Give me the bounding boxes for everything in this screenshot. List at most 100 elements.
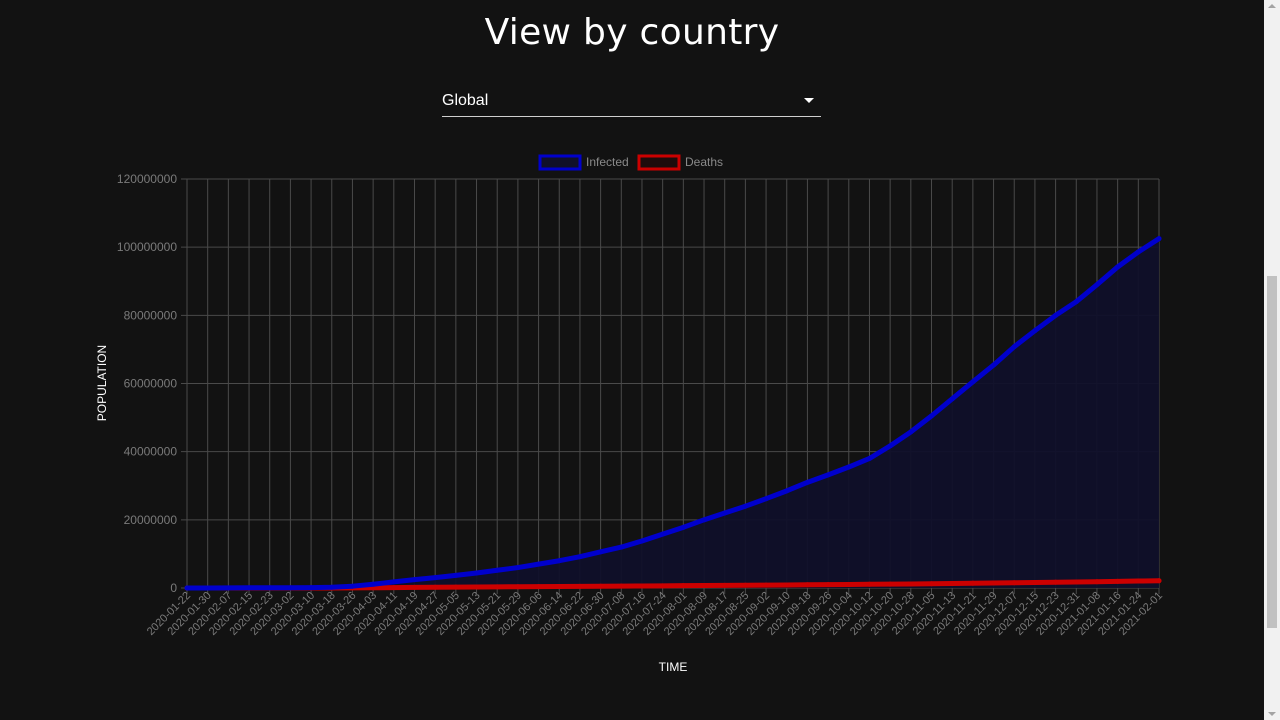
data-point-infected[interactable] (1115, 264, 1121, 270)
data-point-infected[interactable] (825, 472, 831, 478)
legend-label-deaths: Deaths (685, 155, 723, 169)
data-point-deaths[interactable] (1135, 578, 1141, 584)
data-point-deaths[interactable] (1032, 579, 1038, 585)
data-point-infected[interactable] (1032, 328, 1038, 334)
data-point-deaths[interactable] (556, 584, 562, 590)
y-tick-label: 40000000 (124, 445, 178, 459)
data-point-infected[interactable] (536, 561, 542, 567)
data-point-infected[interactable] (763, 496, 769, 502)
data-point-infected[interactable] (556, 558, 562, 564)
country-select[interactable]: Global (442, 86, 821, 117)
legend-item-infected[interactable]: Infected (538, 154, 629, 171)
data-point-deaths[interactable] (453, 584, 459, 590)
data-point-deaths[interactable] (722, 582, 728, 588)
scrollbar[interactable] (1264, 0, 1280, 720)
data-point-infected[interactable] (1073, 299, 1079, 305)
data-point-deaths[interactable] (411, 584, 417, 590)
data-point-infected[interactable] (866, 455, 872, 461)
data-point-deaths[interactable] (494, 584, 500, 590)
data-point-infected[interactable] (287, 585, 293, 591)
data-point-infected[interactable] (474, 570, 480, 576)
data-point-infected[interactable] (411, 577, 417, 583)
data-point-deaths[interactable] (680, 583, 686, 589)
data-point-deaths[interactable] (866, 581, 872, 587)
data-point-infected[interactable] (598, 549, 604, 555)
data-point-infected[interactable] (267, 585, 273, 591)
data-point-infected[interactable] (618, 544, 624, 550)
data-point-deaths[interactable] (763, 582, 769, 588)
data-point-deaths[interactable] (804, 582, 810, 588)
data-point-infected[interactable] (1135, 249, 1141, 255)
data-point-infected[interactable] (391, 579, 397, 585)
data-point-deaths[interactable] (970, 580, 976, 586)
data-point-deaths[interactable] (1073, 579, 1079, 585)
data-point-infected[interactable] (329, 584, 335, 590)
data-point-infected[interactable] (494, 567, 500, 573)
data-point-infected[interactable] (205, 585, 211, 591)
data-point-deaths[interactable] (618, 583, 624, 589)
data-point-infected[interactable] (432, 575, 438, 581)
data-point-infected[interactable] (349, 583, 355, 589)
data-point-infected[interactable] (370, 581, 376, 587)
data-point-deaths[interactable] (598, 583, 604, 589)
data-point-infected[interactable] (453, 572, 459, 578)
data-point-infected[interactable] (929, 413, 935, 419)
data-point-deaths[interactable] (391, 585, 397, 591)
data-point-deaths[interactable] (701, 583, 707, 589)
data-point-infected[interactable] (184, 585, 190, 591)
country-select-value: Global (442, 92, 489, 109)
data-point-deaths[interactable] (887, 581, 893, 587)
data-point-infected[interactable] (308, 585, 314, 591)
data-point-deaths[interactable] (846, 581, 852, 587)
data-point-deaths[interactable] (991, 580, 997, 586)
data-point-infected[interactable] (970, 379, 976, 385)
data-point-deaths[interactable] (825, 582, 831, 588)
data-point-infected[interactable] (660, 531, 666, 537)
data-point-infected[interactable] (1094, 282, 1100, 288)
data-point-deaths[interactable] (1156, 578, 1162, 584)
chart: 0 20000000 40000000 60000000 80000000 1000000… (95, 154, 1165, 674)
data-point-deaths[interactable] (1053, 579, 1059, 585)
legend-label-infected: Infected (586, 155, 629, 169)
data-point-infected[interactable] (1156, 236, 1162, 242)
data-point-deaths[interactable] (1011, 580, 1017, 586)
data-point-infected[interactable] (1011, 344, 1017, 350)
scroll-down-arrow-icon[interactable] (1268, 712, 1276, 716)
data-point-deaths[interactable] (515, 584, 521, 590)
data-point-infected[interactable] (515, 565, 521, 571)
series-lines (184, 236, 1162, 591)
data-point-infected[interactable] (742, 503, 748, 509)
data-point-deaths[interactable] (742, 582, 748, 588)
data-point-infected[interactable] (722, 510, 728, 516)
data-point-deaths[interactable] (784, 582, 790, 588)
data-point-infected[interactable] (1053, 312, 1059, 318)
legend-item-deaths[interactable]: Deaths (637, 154, 723, 171)
data-point-infected[interactable] (225, 585, 231, 591)
data-point-infected[interactable] (701, 517, 707, 523)
data-point-infected[interactable] (887, 443, 893, 449)
data-point-infected[interactable] (639, 538, 645, 544)
data-point-infected[interactable] (804, 479, 810, 485)
data-point-infected[interactable] (246, 585, 252, 591)
data-point-deaths[interactable] (536, 584, 542, 590)
data-point-deaths[interactable] (929, 581, 935, 587)
data-point-deaths[interactable] (908, 581, 914, 587)
data-point-deaths[interactable] (949, 581, 955, 587)
data-point-infected[interactable] (908, 429, 914, 435)
data-point-deaths[interactable] (1115, 578, 1121, 584)
data-point-deaths[interactable] (432, 584, 438, 590)
data-point-deaths[interactable] (660, 583, 666, 589)
data-point-infected[interactable] (991, 362, 997, 368)
chevron-down-icon[interactable] (804, 98, 814, 103)
scroll-up-arrow-icon[interactable] (1268, 4, 1276, 8)
data-point-infected[interactable] (784, 488, 790, 494)
data-point-deaths[interactable] (474, 584, 480, 590)
data-point-deaths[interactable] (639, 583, 645, 589)
data-point-deaths[interactable] (1094, 579, 1100, 585)
data-point-infected[interactable] (680, 524, 686, 530)
data-point-infected[interactable] (577, 554, 583, 560)
scrollbar-thumb[interactable] (1267, 276, 1277, 628)
data-point-deaths[interactable] (577, 583, 583, 589)
data-point-infected[interactable] (949, 396, 955, 402)
data-point-infected[interactable] (846, 464, 852, 470)
